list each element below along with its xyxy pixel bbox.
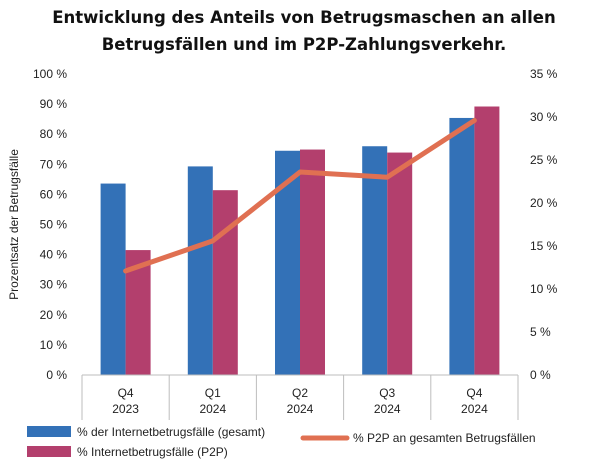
legend-label-gesamt: % der Internetbetrugsfälle (gesamt) — [77, 425, 265, 439]
bar-gesamt — [449, 117, 475, 376]
y-right-tick-label: 20 % — [530, 196, 558, 210]
legend-label-p2p: % Internetbetrugsfälle (P2P) — [77, 445, 228, 459]
line-p2p-share — [123, 117, 477, 274]
x-tick-label-quarter: Q1 — [205, 386, 221, 400]
bar-p2p — [212, 190, 238, 375]
y-left-tick-label: 40 % — [40, 248, 68, 262]
bar-gesamt — [100, 183, 126, 375]
x-tick-label-year: 2024 — [374, 402, 401, 416]
y-right-tick-label: 5 % — [530, 325, 551, 339]
x-tick-label-quarter: Q4 — [466, 386, 482, 400]
y-left-tick-label: 30 % — [40, 278, 68, 292]
bar-p2p — [474, 106, 500, 376]
y-left-tick-label: 0 % — [46, 368, 67, 382]
x-tick-label-year: 2024 — [461, 402, 488, 416]
x-tick-label-year: 2024 — [199, 402, 226, 416]
bar-p2p — [300, 149, 325, 375]
y-left-tick-label: 70 % — [40, 157, 68, 171]
y-left-tick-label: 50 % — [40, 218, 68, 232]
bar-p2p — [387, 152, 413, 375]
y-right-tick-label: 30 % — [530, 110, 558, 124]
y-right-tick-label: 0 % — [530, 368, 551, 382]
y-left-tick-label: 80 % — [40, 127, 68, 141]
legend-label-p2p-share: % P2P an gesamten Betrugsfällen — [353, 431, 536, 445]
x-tick-label-year: 2024 — [287, 402, 314, 416]
legend-swatch-gesamt — [27, 426, 71, 437]
y-right-tick-label: 25 % — [530, 153, 558, 167]
y-axis-label: Prozentsatz der Betrugsfälle — [7, 149, 21, 300]
y-left-tick-label: 90 % — [40, 97, 68, 111]
bar-gesamt — [362, 146, 388, 375]
x-tick-label-quarter: Q4 — [118, 386, 134, 400]
y-left-tick-label: 20 % — [40, 308, 68, 322]
x-tick-label-quarter: Q2 — [292, 386, 308, 400]
chart-title: Entwicklung des Anteils von Betrugsmasch… — [0, 4, 608, 58]
y-right-tick-label: 35 % — [530, 67, 558, 81]
y-left-tick-label: 60 % — [40, 187, 68, 201]
chart-title-line-1: Entwicklung des Anteils von Betrugsmasch… — [52, 8, 556, 27]
y-right-tick-label: 10 % — [530, 282, 558, 296]
y-left-tick-label: 10 % — [40, 338, 68, 352]
bar-gesamt — [187, 166, 213, 375]
legend-swatch-p2p — [27, 446, 71, 457]
x-tick-label-quarter: Q3 — [379, 386, 395, 400]
chart-title-line-2: Betrugsfällen und im P2P-Zahlungsverkehr… — [101, 35, 507, 54]
y-right-tick-label: 15 % — [530, 239, 558, 253]
x-tick-label-year: 2023 — [112, 402, 139, 416]
y-left-tick-label: 100 % — [33, 67, 67, 81]
